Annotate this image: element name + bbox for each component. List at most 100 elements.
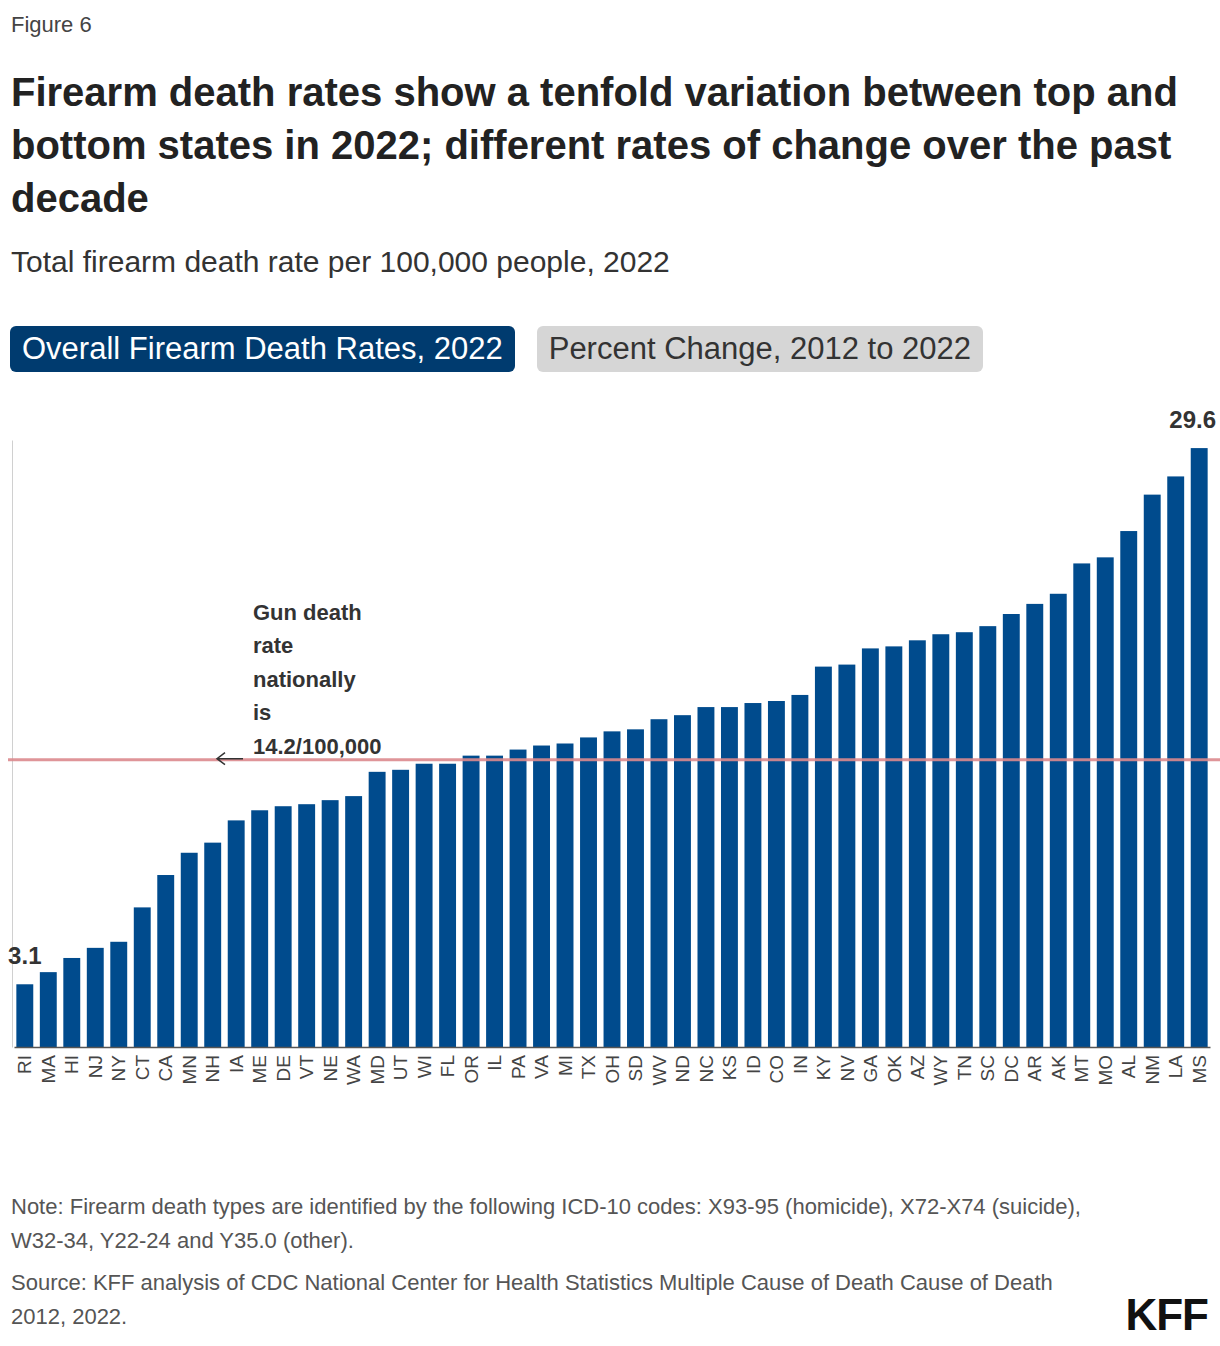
x-tick-label: HI [61, 1055, 82, 1074]
bar [1120, 531, 1137, 1047]
reference-label-line: rate [253, 633, 293, 658]
bar [956, 632, 973, 1047]
bar [862, 648, 879, 1047]
bar [1191, 448, 1208, 1047]
reference-label-line: 14.2/100,000 [253, 734, 381, 759]
x-tick: NY [108, 1047, 129, 1081]
x-tick-label: AZ [907, 1055, 928, 1080]
bar [134, 907, 151, 1047]
bar [275, 806, 292, 1047]
x-tick: KS [719, 1047, 740, 1080]
x-tick: SC [977, 1047, 998, 1081]
x-tick: TX [578, 1047, 599, 1079]
bar [40, 972, 57, 1047]
x-tick-label: RI [14, 1055, 35, 1074]
x-tick: TN [954, 1047, 975, 1080]
bar [1003, 614, 1020, 1047]
bar [228, 820, 245, 1047]
bar [533, 746, 550, 1047]
bar [298, 804, 315, 1047]
bar [557, 744, 574, 1048]
reference-label-line: nationally [253, 667, 356, 692]
x-tick: MT [1071, 1047, 1092, 1082]
notes: Note: Firearm death types are identified… [11, 1190, 1091, 1342]
x-tick-label: SC [977, 1055, 998, 1081]
x-tick-label: IA [226, 1055, 247, 1073]
x-tick-label: MD [367, 1055, 388, 1085]
x-tick-label: DC [1001, 1055, 1022, 1082]
bar [1167, 476, 1184, 1047]
bar [181, 853, 198, 1047]
x-tick-label: KS [719, 1055, 740, 1080]
title: Firearm death rates show a tenfold varia… [11, 66, 1211, 225]
x-tick: RI [14, 1047, 35, 1074]
note: Note: Firearm death types are identified… [11, 1190, 1091, 1258]
x-tick: IA [226, 1047, 247, 1073]
note: Source: KFF analysis of CDC National Cen… [11, 1266, 1091, 1334]
bars [16, 448, 1207, 1047]
bar [909, 640, 926, 1047]
x-tick: MS [1189, 1047, 1210, 1084]
x-tick: MN [179, 1047, 200, 1085]
x-tick: UT [390, 1047, 411, 1080]
x-tick-label: PA [508, 1055, 529, 1079]
x-tick: WY [930, 1047, 951, 1086]
x-axis-line [15, 1047, 1211, 1049]
x-tick-label: AL [1118, 1055, 1139, 1078]
tab-button[interactable]: Percent Change, 2012 to 2022 [537, 326, 983, 372]
x-tick: PA [508, 1047, 529, 1079]
tab-button[interactable]: Overall Firearm Death Rates, 2022 [10, 326, 515, 372]
bar [1073, 563, 1090, 1047]
x-tick: NJ [85, 1047, 106, 1078]
x-tick-label: IN [790, 1055, 811, 1074]
x-tick-label: AK [1048, 1055, 1069, 1081]
x-tick: OK [884, 1047, 905, 1082]
x-tick: IL [484, 1047, 505, 1071]
x-tick-label: NC [696, 1055, 717, 1082]
x-tick: VA [531, 1047, 552, 1079]
x-tick: MD [367, 1047, 388, 1085]
x-tick: OH [602, 1047, 623, 1084]
bar [486, 756, 503, 1047]
reference-label-line: Gun death [253, 600, 362, 625]
x-tick: FL [437, 1047, 458, 1077]
bar [204, 843, 221, 1047]
x-tick: AL [1118, 1047, 1139, 1078]
x-tick-label: MT [1071, 1055, 1092, 1083]
bar [1050, 594, 1067, 1047]
x-tick: CO [766, 1047, 787, 1084]
x-axis: RIMAHINJNYCTCAMNNHIAMEDEVTNEWAMDUTWIFLOR… [14, 1047, 1210, 1086]
x-tick: HI [61, 1047, 82, 1074]
data-labels: 3.129.6 [8, 406, 1216, 969]
bar [369, 772, 386, 1047]
bar [932, 634, 949, 1047]
chart: RIMAHINJNYCTCAMNNHIAMEDEVTNEWAMDUTWIFLOR… [0, 390, 1220, 1150]
bar [674, 715, 691, 1047]
x-tick-label: VA [531, 1055, 552, 1079]
x-tick: MO [1095, 1047, 1116, 1086]
x-tick-label: MI [555, 1055, 576, 1076]
x-tick: AZ [907, 1047, 928, 1079]
x-tick: DC [1001, 1047, 1022, 1082]
bar [885, 646, 902, 1047]
x-tick-label: OH [602, 1055, 623, 1084]
x-tick: WI [414, 1047, 435, 1078]
x-tick-label: KY [813, 1055, 834, 1081]
x-tick-label: NJ [85, 1055, 106, 1078]
x-tick-label: MS [1189, 1055, 1210, 1084]
reference-line [8, 758, 1220, 761]
x-tick-label: OR [461, 1055, 482, 1084]
x-tick: GA [860, 1047, 881, 1082]
bar [157, 875, 174, 1047]
bar [510, 750, 527, 1047]
bar [791, 695, 808, 1047]
x-tick: ID [743, 1047, 764, 1074]
x-tick: ND [672, 1047, 693, 1082]
x-tick-label: AR [1024, 1055, 1045, 1081]
bar [580, 737, 597, 1047]
data-label: 3.1 [8, 942, 41, 969]
x-tick-label: NY [108, 1055, 129, 1082]
x-tick: CA [155, 1047, 176, 1081]
logo: KFF [1125, 1290, 1208, 1340]
arrow [217, 753, 243, 765]
